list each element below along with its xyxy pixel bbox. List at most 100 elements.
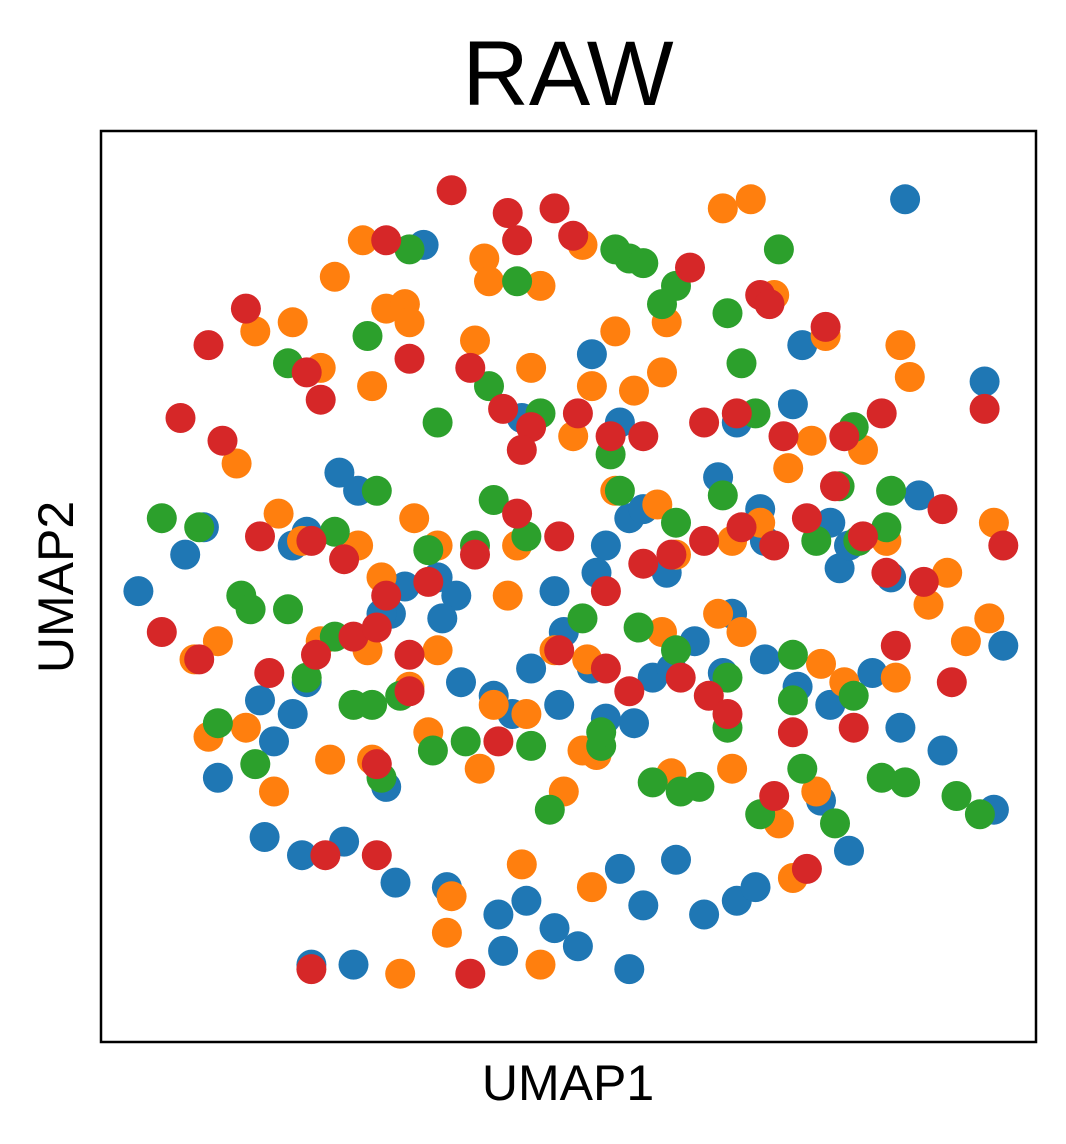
scatter-point	[978, 507, 1009, 538]
scatter-point	[184, 644, 215, 675]
scatter-point	[441, 580, 472, 611]
scatter-point	[516, 352, 547, 383]
scatter-point	[146, 503, 177, 534]
scatter-point	[478, 485, 509, 515]
plot-frame	[99, 129, 1038, 1044]
scatter-point	[455, 352, 486, 383]
scatter-point	[230, 293, 261, 324]
scatter-point	[820, 471, 850, 502]
scatter-point	[511, 521, 542, 552]
scatter-point	[777, 685, 808, 716]
scatter-point	[866, 398, 897, 429]
points-layer	[123, 175, 1019, 989]
scatter-point	[721, 398, 752, 429]
scatter-point	[371, 225, 402, 256]
scatter-point	[146, 617, 177, 647]
scatter-point	[904, 480, 935, 511]
scatter-point	[170, 539, 201, 570]
scatter-point	[628, 421, 659, 452]
scatter-point	[296, 525, 327, 556]
scatter-point	[464, 753, 495, 784]
scatter-point	[576, 371, 607, 402]
scatter-point	[413, 566, 444, 597]
scatter-point	[876, 475, 907, 506]
scatter-point	[703, 598, 734, 629]
scatter-point	[413, 535, 444, 566]
scatter-point	[829, 421, 860, 452]
scatter-point	[689, 407, 720, 438]
scatter-point	[590, 653, 621, 684]
scatter-point	[427, 603, 458, 634]
scatter-point	[460, 539, 490, 570]
scatter-point	[361, 612, 392, 643]
scatter-point	[595, 421, 626, 452]
scatter-point	[838, 680, 869, 711]
scatter-point	[787, 753, 818, 784]
scatter-point	[628, 890, 659, 921]
scatter-point	[436, 175, 467, 206]
scatter-point	[871, 512, 902, 543]
scatter-point	[422, 635, 453, 666]
scatter-point	[567, 603, 598, 634]
scatter-point	[777, 639, 808, 670]
scatter-point	[394, 676, 425, 707]
scatter-point	[385, 958, 416, 989]
scatter-point	[871, 557, 902, 588]
scatter-point	[801, 525, 832, 556]
scatter-point	[576, 872, 607, 903]
scatter-point	[796, 425, 827, 456]
scatter-point	[361, 840, 392, 871]
scatter-point	[661, 844, 691, 875]
scatter-point	[857, 658, 888, 688]
scatter-point	[221, 448, 252, 479]
scatter-point	[259, 726, 289, 757]
scatter-point	[483, 899, 514, 930]
scatter-point	[469, 243, 500, 274]
scatter-point	[642, 489, 673, 520]
scatter-point	[277, 699, 308, 729]
scatter-point	[974, 603, 1005, 634]
scatter-point	[623, 612, 654, 643]
scatter-point	[338, 949, 369, 980]
scatter-point	[502, 498, 533, 529]
scatter-point	[791, 853, 822, 884]
scatter-point	[455, 958, 486, 989]
scatter-point	[759, 530, 790, 561]
scatter-point	[230, 712, 261, 743]
scatter-point	[759, 781, 790, 811]
scatter-point	[628, 248, 659, 279]
scatter-point	[544, 635, 575, 666]
scatter-point	[848, 521, 878, 552]
scatter-point	[488, 935, 519, 966]
scatter-point	[604, 475, 635, 506]
scatter-point	[880, 662, 911, 693]
scatter-point	[647, 357, 677, 388]
scatter-point	[474, 371, 504, 402]
scatter-point	[558, 220, 589, 251]
scatter-point	[712, 298, 743, 329]
scatter-point	[689, 525, 720, 556]
scatter-point	[357, 371, 388, 402]
scatter-point	[717, 753, 748, 784]
scatter-point	[291, 662, 322, 693]
scatter-point	[969, 366, 1000, 397]
scatter-point	[927, 494, 958, 525]
scatter-point	[506, 434, 537, 465]
scatter-point	[502, 225, 533, 256]
scatter-point	[614, 954, 645, 985]
scatter-point	[824, 553, 855, 584]
scatter-point	[511, 885, 542, 916]
scatter-point	[815, 689, 846, 720]
scatter-point	[707, 193, 738, 224]
scatter-point	[450, 726, 481, 757]
scatter-point	[726, 617, 757, 647]
scatter-point	[562, 931, 593, 962]
scatter-point	[675, 252, 705, 283]
scatter-point	[502, 266, 533, 297]
scatter-point	[619, 708, 649, 739]
scatter-point	[656, 539, 687, 570]
scatter-point	[394, 343, 425, 374]
scatter-point	[637, 767, 668, 798]
scatter-point	[301, 639, 331, 670]
scatter-point	[684, 771, 715, 802]
